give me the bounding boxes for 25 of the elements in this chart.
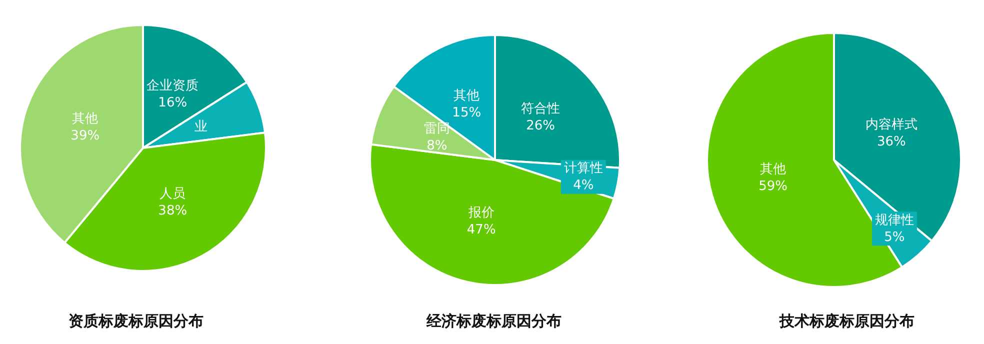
slice-label: 其他: [760, 162, 786, 178]
data-label: 38%: [158, 203, 188, 218]
text: 经济标废标原因分布: [426, 312, 562, 331]
text: 技术标废标原因分布: [780, 312, 914, 331]
text: 资质标废标原因分布: [68, 312, 204, 331]
slice-label: 计算性: [564, 161, 603, 176]
slice-label: 符合性: [521, 102, 560, 117]
data-label: 15%: [452, 106, 482, 121]
slice-label: 内容样式: [865, 116, 918, 132]
data-label: 4%: [573, 178, 594, 194]
slice-label: 规律性: [874, 212, 914, 228]
data-label: 5%: [884, 230, 905, 245]
slice-label: 报价: [467, 205, 494, 220]
slice-label: 企业资质: [146, 78, 199, 94]
slice-label: 其他: [454, 88, 480, 104]
data-label: 36%: [877, 134, 906, 150]
slice-label: 业: [194, 120, 208, 135]
data-label: 16%: [158, 95, 188, 110]
data-label: 39%: [70, 128, 100, 144]
slice-label: 其他: [72, 112, 98, 127]
data-label: 59%: [758, 179, 788, 194]
data-label: 26%: [526, 118, 556, 134]
data-label: 47%: [466, 222, 496, 238]
data-label: 8%: [426, 138, 448, 154]
slice-label: 人员: [160, 186, 186, 202]
